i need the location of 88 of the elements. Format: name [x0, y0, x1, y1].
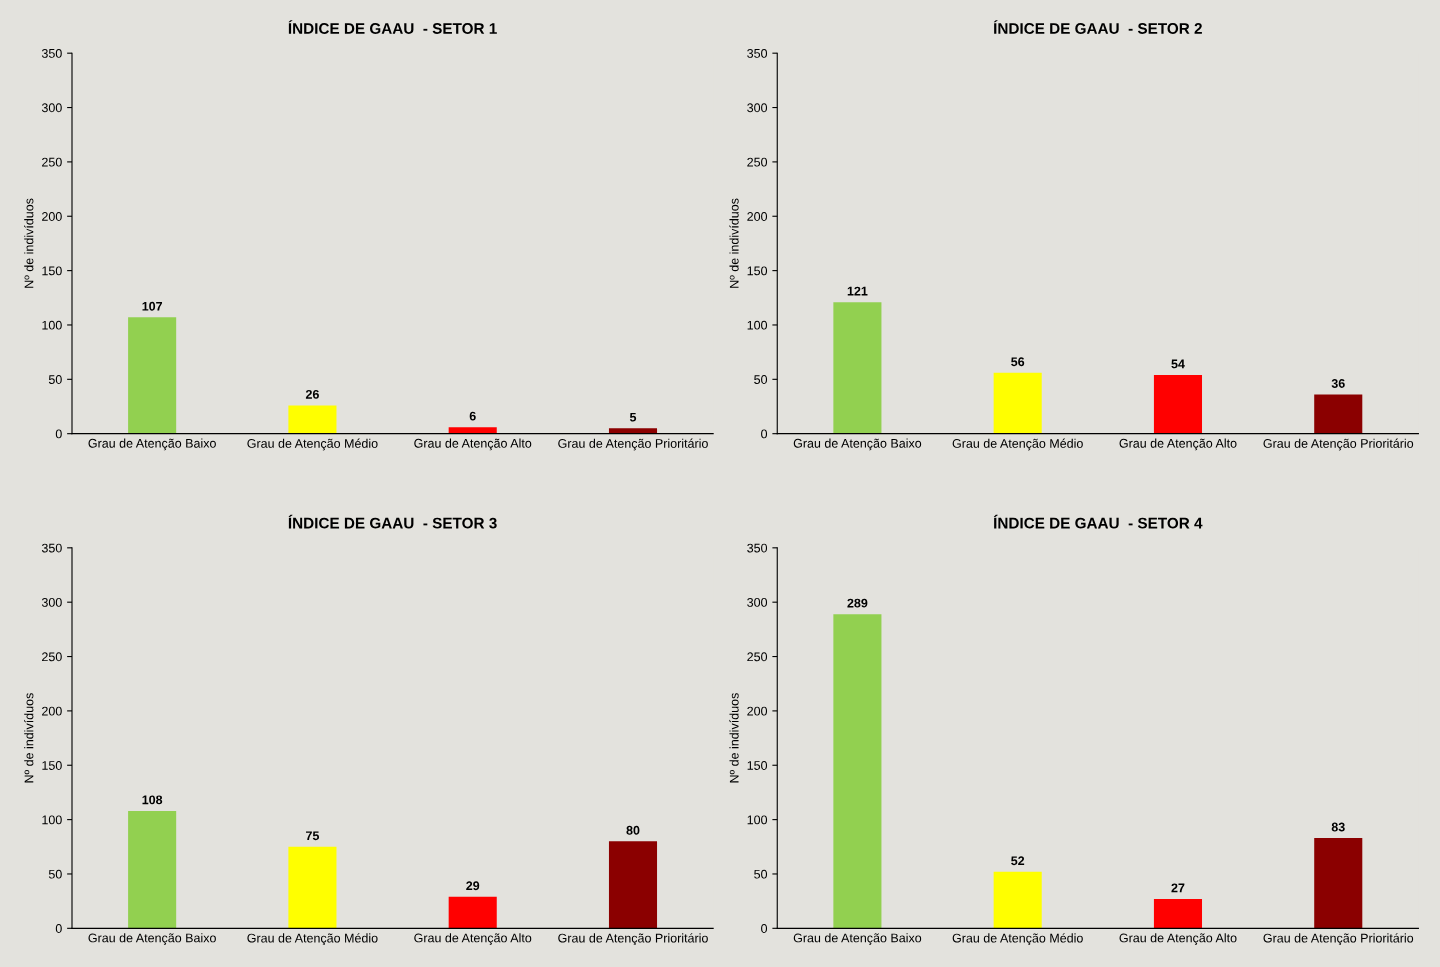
data-label: 36	[1331, 379, 1345, 388]
y-axis-title: Nº de indivíduos	[729, 198, 739, 288]
bar	[1153, 898, 1203, 929]
y-tick-label: 150	[42, 266, 62, 276]
y-tick-label: 300	[747, 103, 768, 113]
bar	[448, 896, 497, 929]
bar	[448, 427, 497, 434]
chart-title: ÍNDICE DE GAAU - SETOR 4	[993, 514, 1203, 529]
bar	[993, 372, 1042, 434]
y-tick-label: 100	[747, 815, 768, 825]
bar	[608, 841, 658, 929]
y-tick-label: 0	[761, 924, 768, 933]
y-axis-title: Nº de indivíduos	[24, 198, 34, 288]
y-tick-label: 200	[42, 212, 62, 221]
bar	[833, 614, 882, 929]
bar	[128, 810, 177, 929]
data-label: 56	[1011, 357, 1025, 367]
x-tick-label: Grau de Atenção Prioritário	[558, 933, 708, 946]
x-tick-label: Grau de Atenção Alto	[414, 933, 532, 945]
x-tick-label: Grau de Atenção Alto	[1119, 438, 1237, 451]
y-tick-label: 150	[747, 761, 768, 770]
bar	[833, 302, 882, 434]
data-label: 80	[626, 825, 640, 835]
bar	[1314, 838, 1363, 929]
y-tick-label: 200	[42, 706, 62, 716]
x-tick-label: Grau de Atenção Prioritário	[1263, 438, 1414, 451]
bar	[288, 846, 337, 929]
y-tick-label: 0	[55, 924, 62, 933]
y-tick-label: 300	[747, 597, 768, 607]
x-tick-label: Grau de Atenção Médio	[952, 933, 1083, 946]
data-label: 52	[1011, 856, 1025, 866]
y-tick-label: 100	[42, 815, 62, 825]
y-tick-label: 100	[42, 320, 62, 330]
y-tick-label: 300	[41, 103, 62, 113]
y-tick-label: 250	[42, 652, 62, 662]
x-tick-label: Grau de Atenção Baixo	[88, 933, 216, 945]
x-tick-label: Grau de Atenção Prioritário	[558, 438, 708, 451]
data-label: 5	[629, 412, 637, 422]
y-tick-label: 250	[747, 652, 768, 662]
y-tick-label: 100	[747, 320, 768, 330]
data-label: 54	[1171, 359, 1185, 369]
y-tick-label: 350	[41, 48, 62, 58]
data-label: 26	[305, 389, 319, 399]
data-label: 29	[466, 881, 480, 891]
y-tick-label: 50	[48, 869, 62, 879]
x-tick-label: Grau de Atenção Médio	[247, 438, 378, 451]
x-tick-label: Grau de Atenção Baixo	[793, 438, 922, 451]
y-axis-title: Nº de indivíduos	[729, 693, 739, 783]
bar	[128, 317, 177, 434]
data-label: 121	[847, 286, 868, 296]
chart-title: ÍNDICE DE GAAU - SETOR 3	[288, 514, 497, 529]
x-tick-label: Grau de Atenção Médio	[952, 438, 1083, 451]
y-axis-title: Nº de indivíduos	[24, 693, 34, 783]
chart-title: ÍNDICE DE GAAU - SETOR 2	[993, 20, 1202, 34]
x-tick-label: Grau de Atenção Baixo	[793, 933, 922, 945]
x-tick-label: Grau de Atenção Prioritário	[1263, 933, 1414, 946]
y-tick-label: 250	[747, 157, 768, 167]
data-label: 289	[847, 598, 868, 608]
x-tick-label: Grau de Atenção Alto	[414, 438, 532, 451]
bar	[993, 871, 1042, 929]
bar	[1314, 394, 1363, 434]
data-label: 75	[306, 831, 320, 841]
y-tick-label: 50	[754, 375, 768, 384]
data-label: 6	[469, 411, 476, 421]
y-tick-label: 200	[747, 706, 768, 716]
y-tick-label: 350	[747, 543, 768, 553]
y-tick-label: 150	[42, 761, 62, 770]
data-label: 107	[142, 301, 163, 311]
data-label: 108	[142, 795, 163, 805]
x-tick-label: Grau de Atenção Baixo	[88, 438, 216, 451]
bar	[1153, 374, 1203, 434]
chart-title: ÍNDICE DE GAAU - SETOR 1	[288, 20, 497, 34]
y-tick-label: 250	[42, 157, 62, 167]
bar	[608, 428, 658, 434]
y-tick-label: 50	[48, 375, 62, 384]
y-tick-label: 300	[41, 597, 62, 607]
y-tick-label: 200	[747, 212, 768, 221]
y-tick-label: 0	[761, 429, 768, 439]
data-label: 83	[1331, 822, 1345, 832]
y-tick-label: 150	[747, 266, 768, 276]
y-tick-label: 350	[747, 48, 768, 58]
y-tick-label: 50	[754, 869, 768, 879]
y-tick-label: 350	[41, 543, 62, 553]
data-label: 27	[1171, 883, 1185, 893]
y-tick-label: 0	[55, 429, 62, 439]
x-tick-label: Grau de Atenção Alto	[1119, 933, 1237, 945]
bar	[288, 405, 337, 434]
x-tick-label: Grau de Atenção Médio	[247, 933, 378, 946]
